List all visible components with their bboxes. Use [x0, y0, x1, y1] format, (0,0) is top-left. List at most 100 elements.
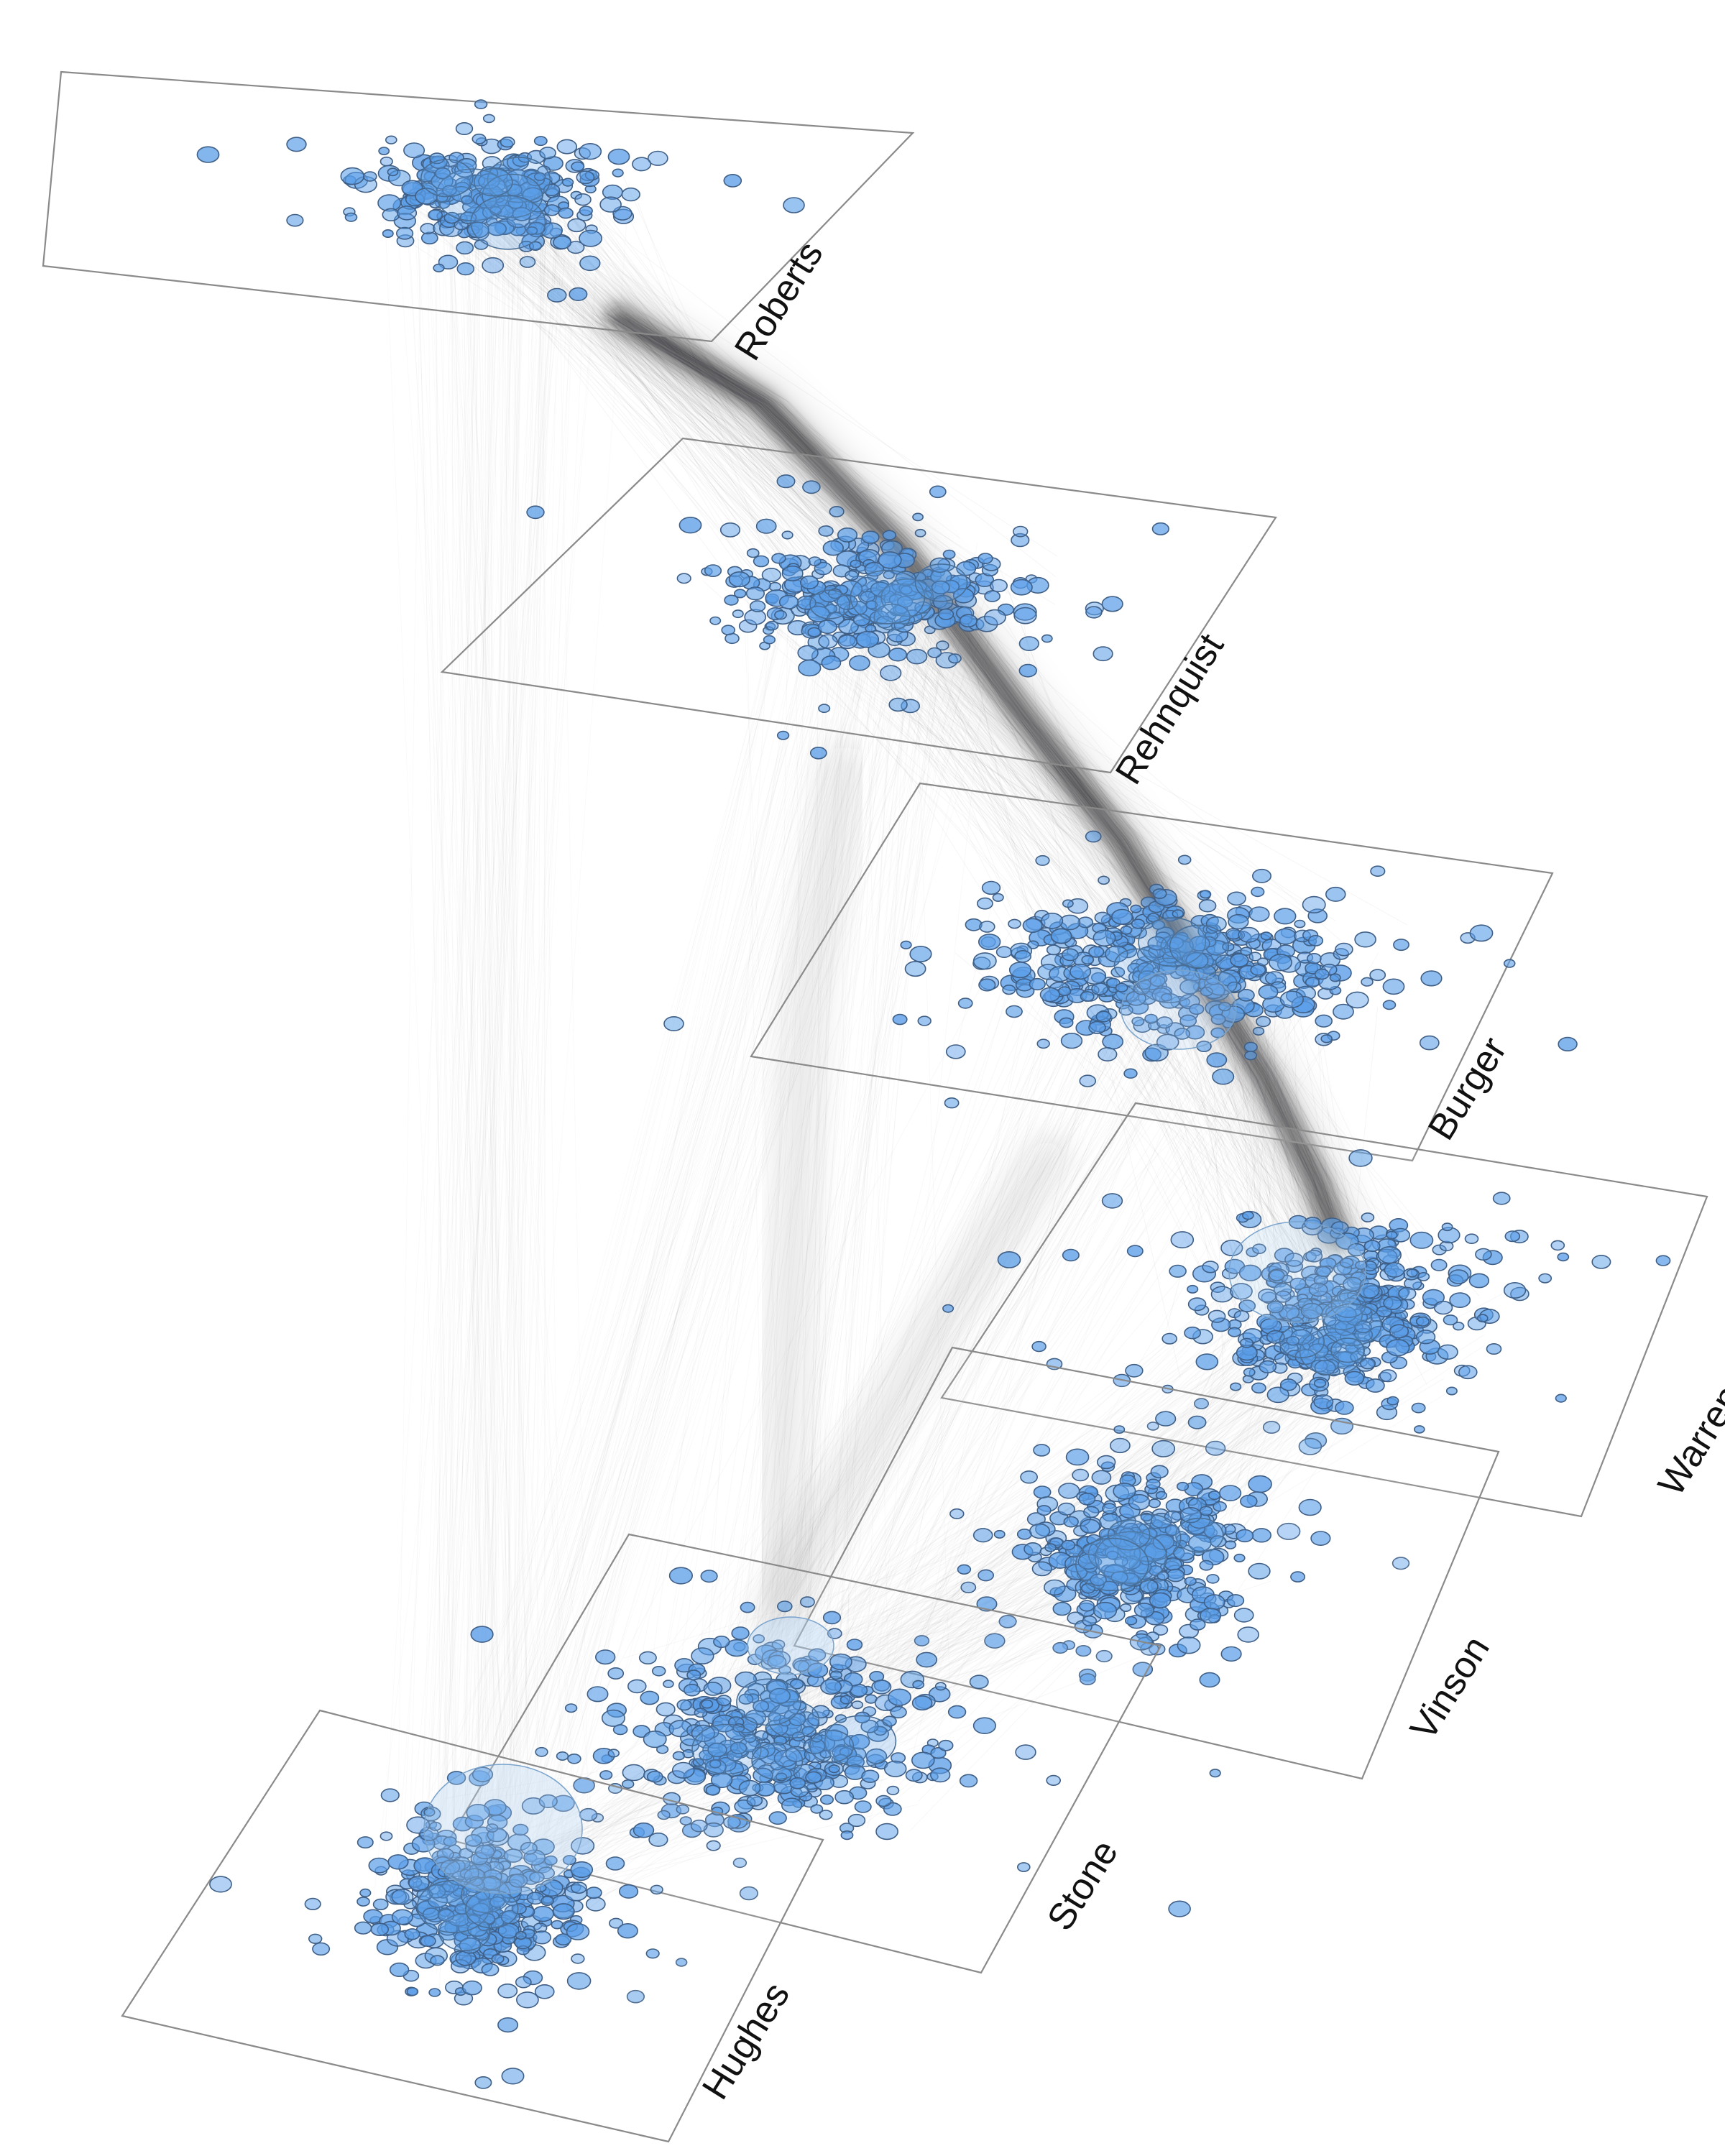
citation-edge — [461, 206, 886, 590]
case-node — [443, 211, 460, 224]
case-node — [533, 136, 548, 147]
case-node — [1379, 1369, 1397, 1383]
case-node — [356, 1836, 374, 1849]
case-node — [1080, 991, 1095, 1002]
case-node — [949, 1508, 965, 1519]
hub-node — [1228, 1221, 1366, 1323]
citation-edge — [1178, 968, 1334, 1322]
case-node — [607, 1667, 625, 1680]
case-node — [1477, 1314, 1489, 1323]
case-node — [1208, 1309, 1226, 1323]
case-node — [556, 139, 578, 155]
case-node — [668, 1567, 694, 1585]
case-node — [372, 1898, 389, 1910]
citation-edge — [574, 1733, 686, 1877]
citation-bundle — [590, 291, 1368, 1261]
case-node — [1199, 1506, 1213, 1516]
case-node — [1136, 946, 1159, 963]
case-node — [612, 1724, 628, 1736]
case-node — [632, 1822, 655, 1838]
case-node — [442, 185, 457, 196]
case-node — [1558, 1036, 1578, 1051]
case-node — [1063, 1516, 1079, 1528]
citation-bundle-strand — [621, 317, 1350, 1243]
case-node — [778, 594, 799, 609]
case-node — [878, 551, 902, 569]
case-node — [1082, 1615, 1098, 1627]
citation-bundle-strand — [620, 314, 1340, 1240]
case-node — [1061, 1539, 1076, 1551]
case-node — [406, 1987, 419, 1996]
citation-edge — [790, 1465, 1001, 1749]
case-node — [1131, 918, 1145, 929]
case-node — [552, 1903, 575, 1920]
case-node — [1492, 1192, 1511, 1205]
case-node — [1144, 1013, 1158, 1024]
case-node — [617, 1923, 638, 1939]
case-node — [570, 190, 582, 200]
case-node — [957, 998, 973, 1009]
case-node — [883, 1760, 907, 1777]
citation-bundle-strand — [619, 314, 1338, 1237]
case-node — [771, 553, 786, 564]
case-node — [700, 1570, 718, 1583]
citation-bundle-strand — [594, 321, 1322, 1236]
case-node — [671, 1761, 695, 1779]
case-node-large — [1169, 924, 1230, 969]
case-node — [1252, 868, 1272, 883]
case-node — [543, 183, 561, 196]
case-node — [1248, 1562, 1271, 1580]
case-node — [840, 1695, 853, 1705]
case-node — [1243, 1368, 1256, 1377]
case-node — [599, 196, 622, 213]
case-node — [942, 1304, 954, 1313]
case-node — [1044, 1579, 1066, 1596]
case-node — [1172, 909, 1184, 918]
case-node — [781, 530, 794, 540]
case-node — [1229, 1382, 1242, 1391]
case-node — [1187, 1297, 1207, 1312]
case-node — [701, 1699, 714, 1709]
case-node — [1348, 1149, 1373, 1167]
case-node — [1212, 1068, 1235, 1085]
case-node — [1448, 1269, 1469, 1284]
case-node — [829, 1670, 842, 1680]
case-node — [1101, 596, 1123, 612]
case-node — [1369, 969, 1386, 982]
case-node — [1096, 1455, 1116, 1470]
case-node — [883, 570, 895, 580]
case-node — [1079, 1074, 1097, 1087]
citation-edge — [819, 606, 1094, 900]
case-node — [362, 171, 377, 182]
case-node — [1469, 924, 1494, 942]
case-node — [547, 287, 567, 303]
case-node — [845, 570, 859, 581]
case-node — [691, 1647, 714, 1665]
citation-edge — [1191, 1348, 1394, 1588]
case-node — [912, 512, 924, 522]
case-node — [1320, 1034, 1333, 1044]
case-node — [1008, 962, 1032, 979]
citation-edge — [456, 187, 912, 596]
case-node — [865, 600, 878, 609]
case-node — [1014, 950, 1032, 963]
hub-node — [423, 1764, 583, 1894]
case-node — [1302, 895, 1326, 913]
case-node — [1251, 1382, 1266, 1394]
case-node — [1092, 1601, 1118, 1620]
case-node — [579, 143, 602, 160]
citation-edge — [840, 601, 1156, 972]
case-node — [1432, 1244, 1447, 1256]
case-node-large — [487, 157, 551, 203]
case-node — [1057, 1502, 1075, 1516]
case-node — [1185, 952, 1209, 969]
citation-edge — [850, 604, 1029, 937]
case-node — [579, 229, 603, 247]
case-node — [931, 580, 950, 595]
case-node — [643, 1731, 667, 1749]
case-node — [1031, 1561, 1052, 1577]
citation-bundle-strand — [625, 312, 1351, 1238]
case-node — [1314, 968, 1330, 980]
citation-edge — [592, 234, 845, 594]
citation-edge — [509, 198, 510, 1910]
